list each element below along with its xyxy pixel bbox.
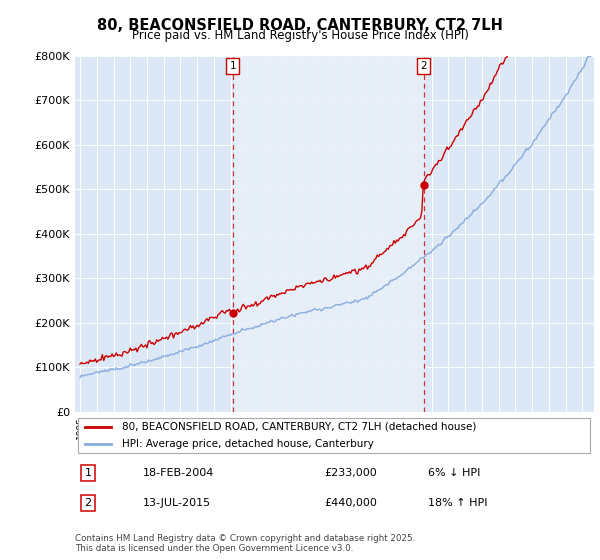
Text: 2: 2	[85, 498, 92, 508]
Text: 1: 1	[85, 468, 91, 478]
Text: HPI: Average price, detached house, Canterbury: HPI: Average price, detached house, Cant…	[122, 440, 374, 450]
Text: 13-JUL-2015: 13-JUL-2015	[142, 498, 211, 508]
Bar	[233, 56, 424, 412]
Text: 80, BEACONSFIELD ROAD, CANTERBURY, CT2 7LH (detached house): 80, BEACONSFIELD ROAD, CANTERBURY, CT2 7…	[122, 422, 476, 432]
Text: Price paid vs. HM Land Registry's House Price Index (HPI): Price paid vs. HM Land Registry's House …	[131, 29, 469, 42]
Text: £440,000: £440,000	[324, 498, 377, 508]
Text: 2: 2	[421, 62, 427, 71]
Text: £233,000: £233,000	[324, 468, 377, 478]
Text: 80, BEACONSFIELD ROAD, CANTERBURY, CT2 7LH: 80, BEACONSFIELD ROAD, CANTERBURY, CT2 7…	[97, 18, 503, 33]
Text: 6% ↓ HPI: 6% ↓ HPI	[428, 468, 480, 478]
Text: 1: 1	[229, 62, 236, 71]
Text: 18% ↑ HPI: 18% ↑ HPI	[428, 498, 487, 508]
Text: Contains HM Land Registry data © Crown copyright and database right 2025.
This d: Contains HM Land Registry data © Crown c…	[75, 534, 415, 553]
FancyBboxPatch shape	[77, 418, 590, 453]
Text: 18-FEB-2004: 18-FEB-2004	[142, 468, 214, 478]
